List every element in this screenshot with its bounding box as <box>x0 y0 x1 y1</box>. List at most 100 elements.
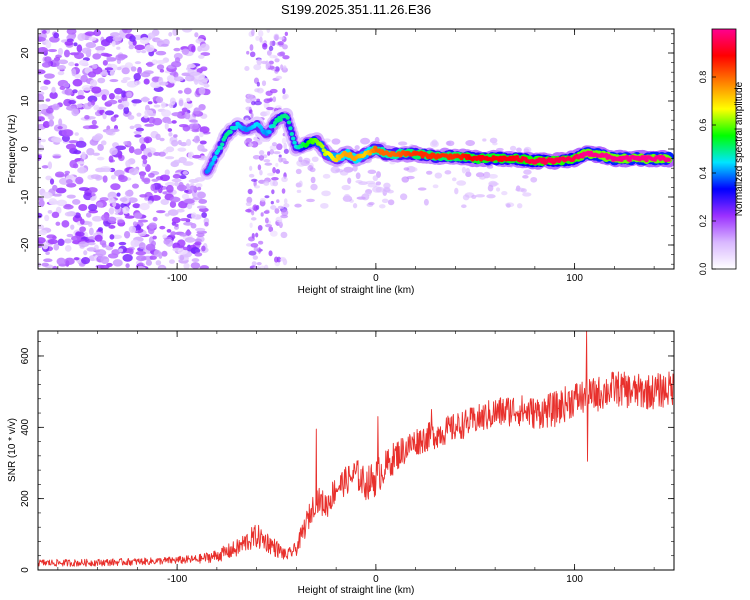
heatmap-noise-cell <box>258 150 265 156</box>
heatmap-noise-cell <box>387 199 395 206</box>
heatmap-noise-cell <box>258 30 264 38</box>
heatmap-noise-cell <box>197 144 205 152</box>
heatmap-noise-cell <box>194 238 203 243</box>
heatmap-noise-cell <box>199 126 210 134</box>
heatmap-noise-cell <box>38 104 43 112</box>
heatmap-noise-cell <box>271 142 278 147</box>
heatmap-noise-cell <box>109 32 121 37</box>
colorbar-tick-label: 0.4 <box>698 167 708 180</box>
heatmap-noise-cell <box>64 257 75 265</box>
heatmap-noise-cell <box>102 175 108 183</box>
heatmap-noise-cell <box>159 225 166 230</box>
heatmap-noise-cell <box>263 180 270 186</box>
heatmap-noise-cell <box>159 174 170 182</box>
heatmap-noise-cell <box>152 117 163 126</box>
heatmap-noise-cell <box>106 99 118 105</box>
heatmap-noise-cell <box>489 137 498 144</box>
heatmap-noise-cell <box>265 223 272 228</box>
heatmap-noise-cell <box>252 204 258 211</box>
heatmap-noise-cell <box>52 155 61 159</box>
heatmap-noise-cell <box>55 221 61 226</box>
heatmap-noise-cell <box>81 84 93 91</box>
heatmap-noise-cell <box>86 247 97 252</box>
heatmap-noise-cell <box>57 238 65 247</box>
heatmap-noise-cell <box>86 148 95 156</box>
heatmap-noise-cell <box>197 191 206 199</box>
heatmap-noise-cell <box>73 257 80 261</box>
heatmap-noise-cell <box>264 162 273 166</box>
heatmap-noise-cell <box>134 61 142 65</box>
heatmap-noise-cell <box>199 140 207 145</box>
heatmap-ridge-cell <box>207 165 212 170</box>
heatmap-noise-cell <box>260 197 266 202</box>
heatmap-noise-cell <box>195 227 206 232</box>
heatmap-noise-cell <box>66 194 76 199</box>
heatmap-noise-cell <box>52 193 62 197</box>
heatmap-noise-cell <box>176 184 187 192</box>
heatmap-noise-cell <box>270 205 277 210</box>
heatmap-noise-cell <box>516 203 523 209</box>
heatmap-noise-cell <box>164 122 169 130</box>
heatmap-noise-cell <box>109 78 119 83</box>
heatmap-noise-cell <box>41 139 46 143</box>
heatmap-noise-cell <box>132 203 141 209</box>
heatmap-noise-cell <box>87 242 96 246</box>
heatmap-noise-cell <box>245 208 252 213</box>
heatmap-noise-cell <box>48 114 54 121</box>
heatmap-noise-cell <box>244 65 250 72</box>
heatmap-noise-cell <box>133 72 141 81</box>
heatmap-noise-cell <box>183 221 194 226</box>
heatmap-noise-cell <box>64 170 71 175</box>
heatmap-noise-cell <box>496 147 504 152</box>
heatmap-noise-cell <box>64 88 74 96</box>
colorbar-label: Normalized spectral amplitude <box>734 81 745 216</box>
heatmap-ridge-cell <box>420 154 425 159</box>
heatmap-noise-cell <box>461 166 466 174</box>
heatmap-noise-cell <box>117 219 125 224</box>
heatmap-noise-cell <box>161 250 168 257</box>
heatmap-noise-cell <box>45 40 52 49</box>
heatmap-noise-cell <box>100 52 110 57</box>
heatmap-noise-cell <box>174 180 179 187</box>
heatmap-noise-cell <box>100 89 110 97</box>
heatmap-noise-cell <box>178 124 189 128</box>
heatmap-noise-cell <box>70 235 82 242</box>
heatmap-noise-cell <box>77 89 84 97</box>
heatmap-noise-cell <box>48 198 58 205</box>
heatmap-noise-cell <box>74 132 79 136</box>
heatmap-noise-cell <box>263 102 270 109</box>
heatmap-noise-cell <box>135 255 147 262</box>
heatmap-noise-cell <box>283 198 288 205</box>
heatmap-noise-cell <box>185 138 192 147</box>
heatmap-noise-cell <box>116 192 121 197</box>
heatmap-noise-cell <box>64 203 72 208</box>
heatmap-noise-cell <box>117 103 124 110</box>
heatmap-ridge-cell <box>292 140 297 145</box>
heatmap-noise-cell <box>523 146 532 153</box>
heatmap-noise-cell <box>74 73 82 79</box>
heatmap-noise-cell <box>107 216 117 224</box>
heatmap-noise-cell <box>52 184 58 191</box>
heatmap-noise-cell <box>164 169 170 176</box>
heatmap-noise-cell <box>280 231 288 239</box>
heatmap-noise-cell <box>523 169 532 175</box>
heatmap-noise-cell <box>165 156 175 160</box>
heatmap-noise-cell <box>168 32 173 37</box>
heatmap-noise-cell <box>126 80 138 88</box>
heatmap-noise-cell <box>128 146 135 154</box>
heatmap-noise-cell <box>277 205 285 210</box>
y-tick-label: 20 <box>20 47 31 59</box>
heatmap-noise-cell <box>129 125 135 130</box>
heatmap-noise-cell <box>95 264 105 269</box>
heatmap-noise-cell <box>182 246 190 251</box>
heatmap-noise-cell <box>148 172 155 178</box>
heatmap-noise-cell <box>310 176 316 184</box>
heatmap-noise-cell <box>264 217 269 224</box>
heatmap-noise-cell <box>164 181 176 187</box>
heatmap-noise-cell <box>259 169 263 176</box>
heatmap-noise-cell <box>170 231 177 236</box>
y-tick-label: 0 <box>20 146 31 152</box>
heatmap-noise-cell <box>75 176 84 185</box>
heatmap-ridge-cell <box>228 129 233 134</box>
